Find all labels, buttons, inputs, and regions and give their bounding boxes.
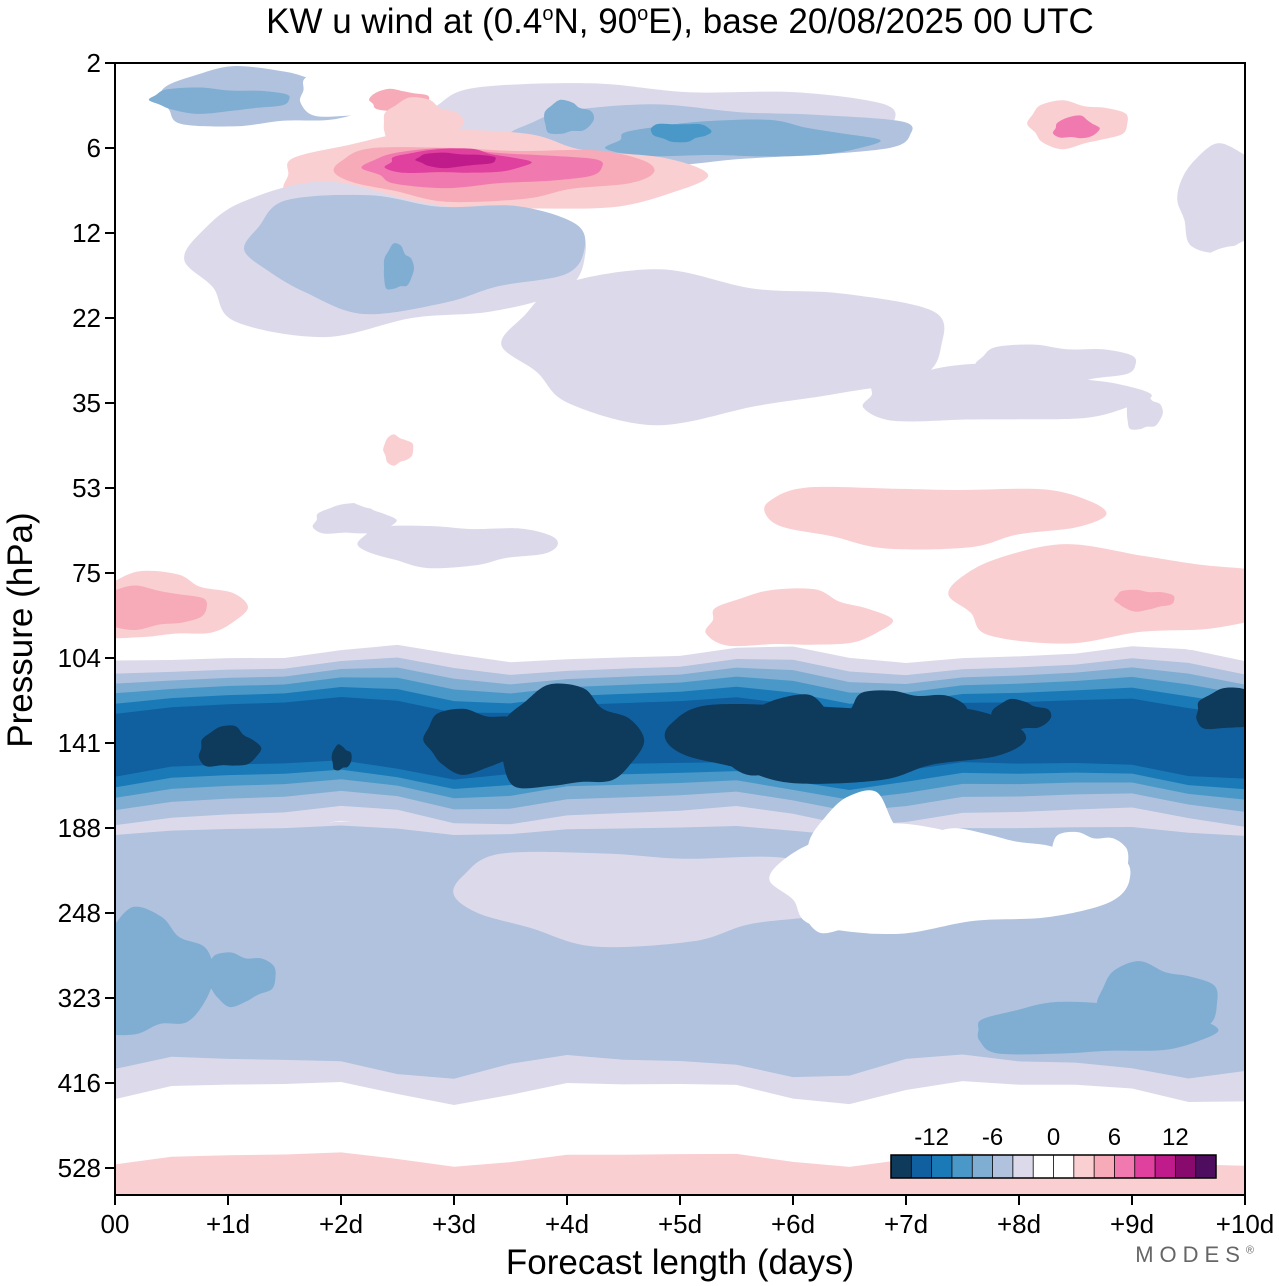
easterly-cell [549, 707, 586, 775]
y-tick-label: 6 [87, 133, 101, 163]
westerly-cell [1114, 589, 1175, 612]
easterly-cell [453, 851, 855, 948]
y-tick-label: 22 [72, 303, 101, 333]
y-tick-label: 35 [72, 388, 101, 418]
plot-area [115, 63, 1245, 1195]
chart-title: KW u wind at (0.4oN, 90oE), base 20/08/2… [266, 2, 1094, 41]
colorbar-swatch [1134, 1155, 1156, 1178]
colorbar-swatch [1155, 1155, 1176, 1178]
easterly-cell [650, 123, 712, 143]
easterly-cell [1126, 391, 1163, 430]
y-tick-label: 2 [87, 48, 101, 78]
easterly-cell [1177, 143, 1245, 254]
y-tick-label: 12 [72, 218, 101, 248]
colorbar-swatch [931, 1155, 953, 1178]
y-axis: 2 6 12 22 35 53 75 104 141 188 248 323 416 528 [58, 48, 115, 1183]
y-tick-label: 75 [72, 558, 101, 588]
easterly-cell [991, 698, 1052, 732]
colorbar-swatch [1012, 1155, 1034, 1178]
easterly-cell [862, 363, 1152, 422]
westerly-cell [332, 386, 588, 510]
x-tick-label: +10d [1216, 1209, 1275, 1239]
colorbar-swatch [1195, 1155, 1217, 1178]
easterly-cell [501, 269, 945, 426]
y-tick-label: 141 [58, 728, 101, 758]
x-tick-label: +4d [545, 1209, 589, 1239]
easterly-cell [1096, 961, 1218, 1051]
westerly-cell [948, 544, 1245, 644]
y-tick-label: 104 [58, 643, 101, 673]
colorbar-label: 0 [1047, 1124, 1060, 1151]
easterly-cell [1196, 687, 1245, 730]
modes-watermark: MODES® [1135, 1242, 1254, 1268]
colorbar-swatch [1175, 1155, 1197, 1178]
westerly-cell [383, 97, 465, 144]
colorbar [890, 1154, 1217, 1179]
x-tick-label: +2d [319, 1209, 363, 1239]
y-tick-label: 53 [72, 473, 101, 503]
easterly-cell [975, 344, 1137, 389]
x-tick-label: +5d [658, 1209, 702, 1239]
colorbar-swatch [1033, 1155, 1054, 1178]
x-tick-label: +3d [432, 1209, 476, 1239]
easterly-cell [383, 243, 414, 290]
easterly-cell [544, 99, 595, 135]
easterly-cell [312, 502, 397, 534]
colorbar-swatch [972, 1155, 994, 1178]
x-tick-label: +8d [997, 1209, 1041, 1239]
x-tick-label: +7d [884, 1209, 928, 1239]
colorbar-labels: -12 -6 0 6 12 [914, 1124, 1188, 1151]
colorbar-swatch [992, 1155, 1014, 1178]
westerly-cell [822, 207, 1185, 292]
stratospheric-westerly-band [115, 545, 1245, 655]
colorbar-swatch [911, 1155, 933, 1178]
colorbar-swatch [1053, 1155, 1075, 1178]
x-axis: 00 +1d +2d +3d +4d +5d +6d +7d +8d +9d +10d [101, 1195, 1275, 1239]
x-tick-label: 00 [101, 1209, 130, 1239]
watermark-text: MODES [1135, 1242, 1246, 1267]
colorbar-swatch [1073, 1155, 1095, 1178]
colorbar-swatch [1114, 1155, 1136, 1178]
colorbar-label: -6 [982, 1124, 1003, 1151]
westerly-cell [136, 126, 327, 174]
y-tick-label: 323 [58, 983, 101, 1013]
easterly-cell [847, 690, 969, 751]
westerly-cell [383, 434, 414, 466]
easterly-cell [205, 952, 276, 1008]
westerly-cell [705, 588, 894, 647]
y-tick-label: 188 [58, 813, 101, 843]
colorbar-label: -12 [914, 1124, 949, 1151]
westerly-cell [764, 486, 1107, 550]
watermark-registered-mark: ® [1245, 1244, 1254, 1257]
easterly-cell [115, 906, 214, 1036]
westerly-cell [415, 152, 496, 169]
y-tick-label: 248 [58, 898, 101, 928]
easterly-cell [357, 525, 558, 569]
westerly-cell [115, 402, 229, 492]
westerly-cell [1167, 244, 1245, 328]
westerly-cell [769, 823, 1131, 935]
colorbar-swatch [1094, 1155, 1115, 1178]
easterly-cell [243, 194, 586, 315]
y-tick-label: 416 [58, 1068, 101, 1098]
easterly-cell [148, 87, 290, 114]
colorbar-swatch [951, 1155, 973, 1178]
colorbar-swatch [891, 1155, 912, 1178]
colorbar-label: 12 [1162, 1124, 1189, 1151]
y-axis-label: Pressure (hPa) [1, 512, 40, 747]
y-tick-label: 528 [58, 1153, 101, 1183]
x-tick-label: +1d [206, 1209, 250, 1239]
easterly-cell [774, 717, 815, 764]
x-tick-label: +9d [1110, 1209, 1154, 1239]
wind-cells [115, 63, 1245, 1055]
westerly-cell [1052, 115, 1100, 139]
easterly-cell [331, 744, 352, 771]
westerly-cell [115, 585, 207, 631]
colorbar-label: 6 [1108, 1124, 1121, 1151]
easterly-cell [198, 725, 262, 767]
x-axis-label: Forecast length (days) [506, 1243, 854, 1282]
x-tick-label: +6d [771, 1209, 815, 1239]
